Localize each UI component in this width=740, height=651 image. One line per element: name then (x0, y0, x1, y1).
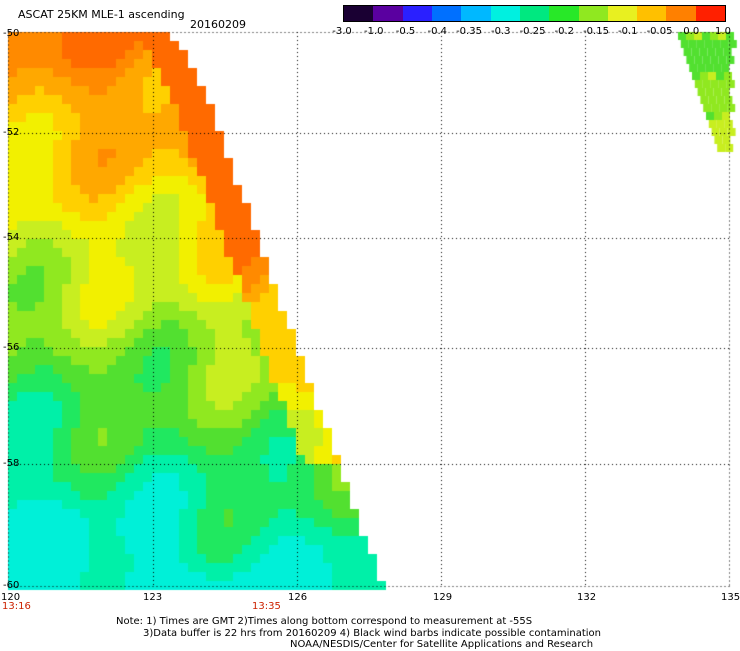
chart-title: ASCAT 25KM MLE-1 ascending (18, 8, 185, 21)
colorbar-swatch (519, 6, 550, 21)
colorbar-swatch (402, 6, 432, 21)
lon-label-132: 132 (577, 592, 597, 603)
colorbar-label: -0.25 (519, 26, 546, 37)
lon-label-123: 123 (143, 592, 163, 603)
colorbar-label: -0.1 (617, 26, 638, 37)
colorbar-label: -0.3 (490, 26, 511, 37)
colorbar-swatch (578, 6, 608, 21)
colorbar-label: -0.05 (646, 26, 673, 37)
note-line-1: Note: 1) Times are GMT 2)Times along bot… (116, 616, 533, 627)
lon-label-129: 129 (433, 592, 453, 603)
lat-label-56: -56 (3, 342, 20, 353)
colorbar-label: -3.0 (332, 26, 352, 37)
lon-label-120: 120 (1, 592, 21, 603)
lon-label-135: 135 (721, 592, 740, 603)
colorbar-labels: -3.0 -1.0 -0.5 -0.4 -0.35 -0.3 -0.25 -0.2 -0.15-… (330, 26, 738, 38)
colorbar-label: -0.15 (583, 26, 609, 37)
colorbar-swatch (373, 6, 403, 21)
colorbar-swatch (549, 6, 579, 21)
colorbar-swatch (461, 6, 491, 21)
colorbar-label: -0.2 (554, 26, 575, 37)
colorbar-label: -0.4 (427, 26, 448, 37)
colorbar-swatch (637, 6, 667, 21)
lat-label-50: -50 (3, 28, 20, 39)
colorbar-swatch (344, 6, 374, 21)
colorbar-label: 1.0 (715, 26, 731, 37)
lat-label-58: -58 (3, 458, 20, 469)
lon-label-126: 126 (288, 592, 308, 603)
colorbar-swatch (431, 6, 462, 21)
time-label-start: 13:16 (2, 601, 31, 612)
colorbar-label: 0.0 (683, 26, 700, 37)
colorbar-swatch (607, 6, 638, 21)
colorbar-label: -1.0 (363, 26, 384, 37)
note-line-2: 3)Data buffer is 22 hrs from 20160209 4)… (143, 628, 601, 639)
colorbar-label: -0.5 (395, 26, 416, 37)
lat-label-52: -52 (3, 127, 20, 138)
time-label-mid: 13:35 (252, 601, 281, 612)
colorbar-label: -0.35 (456, 26, 482, 37)
note-line-3: NOAA/NESDIS/Center for Satellite Applica… (290, 639, 594, 650)
lat-label-54: -54 (3, 232, 20, 243)
colorbar-swatch (695, 6, 726, 21)
colorbar (343, 5, 726, 22)
colorbar-swatch (490, 6, 520, 21)
chart-date: 20160209 (190, 18, 246, 31)
colorbar-swatch (666, 6, 696, 21)
lat-label-60: -60 (3, 580, 20, 591)
